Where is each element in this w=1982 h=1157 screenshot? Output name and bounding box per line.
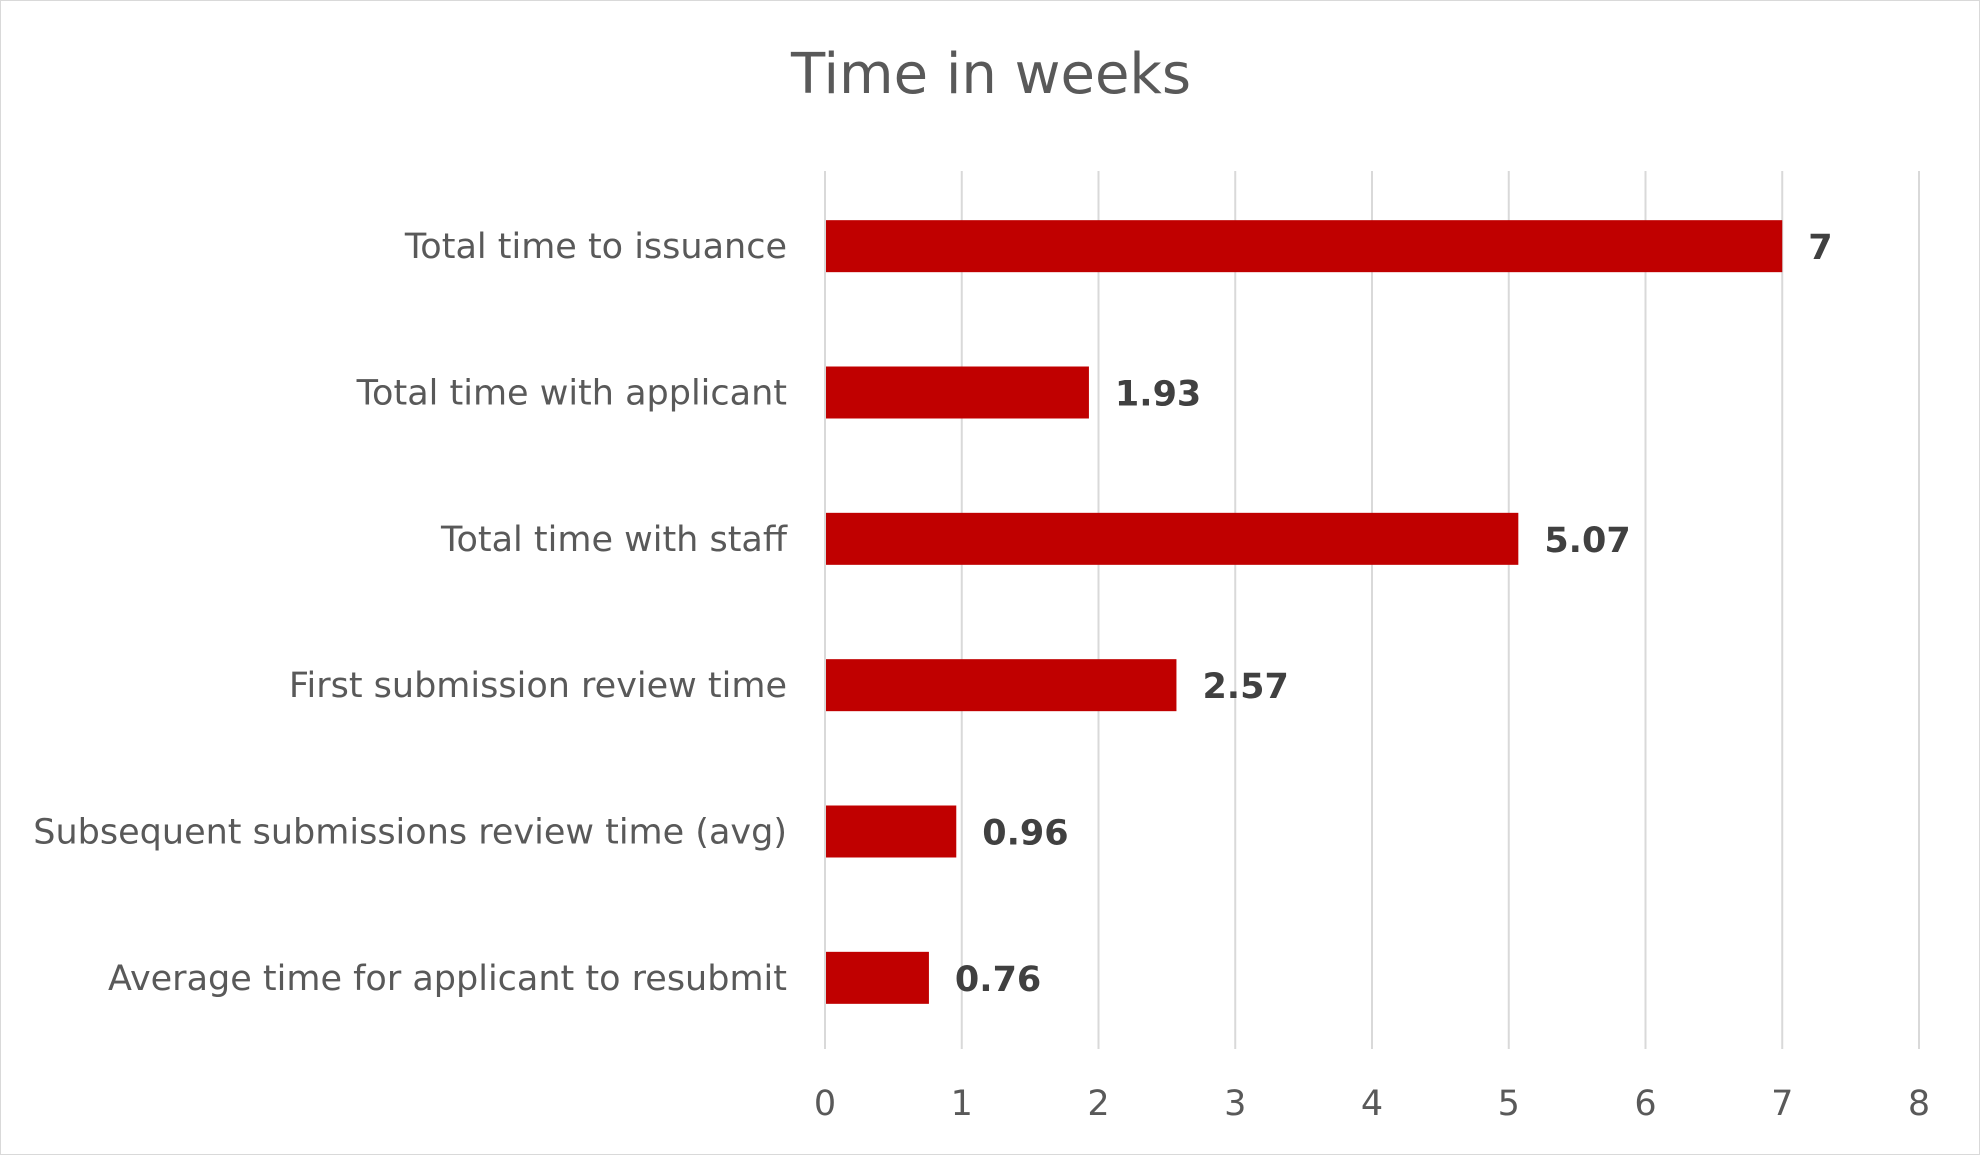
- category-label: Average time for applicant to resubmit: [108, 959, 787, 999]
- bar: [826, 220, 1783, 273]
- x-tick-label: 5: [1498, 1084, 1520, 1124]
- x-tick-label: 6: [1634, 1084, 1656, 1124]
- x-tick-label: 2: [1087, 1084, 1109, 1124]
- data-label: 2.57: [1202, 667, 1288, 707]
- bar: [826, 659, 1177, 712]
- x-tick-label: 3: [1224, 1084, 1246, 1124]
- bar: [826, 805, 957, 858]
- bar: [826, 366, 1089, 419]
- data-labels: 7 1.93 5.07 2.57 0.96 0.76: [955, 228, 1833, 1000]
- x-tick-label: 4: [1361, 1084, 1383, 1124]
- category-label: First submission review time: [289, 666, 787, 706]
- data-label: 7: [1808, 228, 1832, 268]
- x-tick-label: 0: [814, 1084, 836, 1124]
- bar: [826, 951, 929, 1004]
- category-label: Total time to issuance: [404, 227, 787, 267]
- category-label: Total time with staff: [440, 520, 788, 560]
- x-tick-label: 1: [951, 1084, 973, 1124]
- x-axis-ticks: 0 1 2 3 4 5 6 7 8: [814, 1084, 1930, 1124]
- bars: [826, 220, 1783, 1004]
- x-tick-label: 8: [1908, 1084, 1930, 1124]
- chart-title: Time in weeks: [790, 42, 1191, 107]
- category-label: Total time with applicant: [356, 374, 787, 414]
- category-labels: Total time to issuance Total time with ap…: [33, 227, 788, 999]
- data-label: 1.93: [1115, 375, 1201, 415]
- bar: [826, 512, 1519, 565]
- data-label: 0.76: [955, 960, 1041, 1000]
- data-label: 0.96: [982, 814, 1068, 854]
- category-label: Subsequent submissions review time (avg): [33, 813, 787, 853]
- gridlines: [824, 171, 1920, 1049]
- data-label: 5.07: [1544, 521, 1630, 561]
- x-tick-label: 7: [1771, 1084, 1793, 1124]
